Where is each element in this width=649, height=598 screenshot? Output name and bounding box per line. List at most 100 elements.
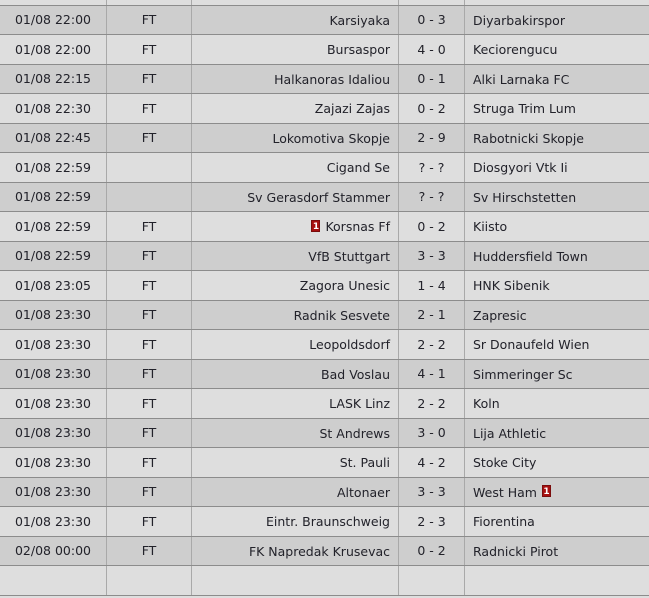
table-row[interactable]: 01/08 22:15 FT Halkanoras Idaliou 0 - 1 Alki… (0, 63, 649, 94)
home-team[interactable]: Karsiyaka (191, 4, 399, 35)
table-row[interactable]: 01/08 22:59 FT 1 Korsnas Ff 0 - 2 Kiisto (0, 211, 649, 242)
home-team-label: Lokomotiva Skopje (272, 130, 390, 146)
match-time: 01/08 23:30 (0, 358, 107, 389)
table-row[interactable]: 01/08 23:30 FT St. Pauli 4 - 2 Stoke City (0, 447, 649, 478)
away-team[interactable]: Stoke City (464, 447, 649, 478)
red-card-icon: 1 (541, 485, 551, 498)
home-team[interactable]: Halkanoras Idaliou (191, 63, 399, 94)
match-score[interactable]: 4 - 1 (398, 358, 465, 389)
table-row[interactable]: 01/08 22:45 FT Lokomotiva Skopje 2 - 9 Rabot… (0, 122, 649, 153)
match-time (0, 565, 107, 596)
match-time: 01/08 23:30 (0, 417, 107, 448)
away-team[interactable]: Rabotnicki Skopje (464, 122, 649, 153)
match-score[interactable]: 4 - 0 (398, 34, 465, 65)
home-team[interactable]: Radnik Sesvete (191, 299, 399, 330)
match-status (106, 152, 192, 183)
match-score[interactable]: 3 - 3 (398, 476, 465, 507)
away-team-label: Alki Larnaka FC (473, 71, 570, 87)
table-row[interactable]: 01/08 23:30 FT LASK Linz 2 - 2 Koln (0, 388, 649, 419)
home-team-label: St Andrews (319, 425, 390, 441)
away-team[interactable]: Sr Donaufeld Wien (464, 329, 649, 360)
home-team[interactable]: Pescara (191, 0, 399, 6)
match-time: 01/08 23:30 (0, 506, 107, 537)
home-team[interactable]: 1 Korsnas Ff (191, 211, 399, 242)
table-row[interactable]: 01/08 23:30 FT Bad Voslau 4 - 1 Simmeringer … (0, 358, 649, 389)
home-team[interactable]: Lokomotiva Skopje (191, 122, 399, 153)
home-team[interactable]: Altonaer (191, 476, 399, 507)
match-score[interactable]: 2 - 2 (398, 329, 465, 360)
match-time: 01/08 23:30 (0, 329, 107, 360)
away-team[interactable]: Zapresic (464, 299, 649, 330)
table-row[interactable]: 01/08 22:00 FT Bursaspor 4 - 0 Keciorengucu (0, 34, 649, 65)
home-team-label: St. Pauli (339, 455, 390, 471)
away-team-label: Sv Hirschstetten (473, 189, 577, 205)
home-team[interactable]: Sv Gerasdorf Stammer (191, 181, 399, 212)
away-team[interactable]: Lija Athletic (464, 417, 649, 448)
away-team[interactable]: HNK Sibenik (464, 270, 649, 301)
table-row[interactable]: 01/08 22:59 Cigand Se ? - ? Diosgyori Vtk I… (0, 152, 649, 183)
away-team[interactable]: Keciorengucu (464, 34, 649, 65)
home-team[interactable]: Zajazi Zajas (191, 93, 399, 124)
table-row[interactable]: 01/08 23:30 FT Leopoldsdorf 2 - 2 Sr Donaufe… (0, 329, 649, 360)
match-score[interactable]: 0 - 1 (398, 63, 465, 94)
away-team[interactable]: As Andria Bat (464, 0, 649, 6)
table-row[interactable] (0, 565, 649, 596)
match-score[interactable] (398, 565, 465, 596)
home-team[interactable]: Zagora Unesic (191, 270, 399, 301)
away-team[interactable] (464, 565, 649, 596)
away-team[interactable]: West Ham 1 (464, 476, 649, 507)
home-team-label: Korsnas Ff (325, 219, 390, 235)
home-team[interactable]: LASK Linz (191, 388, 399, 419)
away-team[interactable]: Kiisto (464, 211, 649, 242)
table-row[interactable]: 01/08 23:30 FT Radnik Sesvete 2 - 1 Zapresic (0, 299, 649, 330)
match-score[interactable]: 3 - 0 (398, 417, 465, 448)
table-row[interactable]: 01/08 23:30 FT Altonaer 3 - 3 West Ham 1 (0, 476, 649, 507)
home-team[interactable] (191, 565, 399, 596)
home-team[interactable]: Bad Voslau (191, 358, 399, 389)
home-team[interactable]: FK Napredak Krusevac (191, 535, 399, 566)
match-score[interactable]: 3 - 1 (398, 0, 465, 6)
match-score[interactable]: 0 - 3 (398, 4, 465, 35)
match-score[interactable]: 1 - 4 (398, 270, 465, 301)
match-score[interactable]: 2 - 9 (398, 122, 465, 153)
away-team[interactable]: Radnicki Pirot (464, 535, 649, 566)
match-score[interactable]: 4 - 2 (398, 447, 465, 478)
match-score[interactable]: 3 - 3 (398, 240, 465, 271)
table-row[interactable]: 01/08 23:30 FT St Andrews 3 - 0 Lija Athleti… (0, 417, 649, 448)
home-team[interactable]: Cigand Se (191, 152, 399, 183)
match-score[interactable]: ? - ? (398, 152, 465, 183)
away-team[interactable]: Simmeringer Sc (464, 358, 649, 389)
away-team[interactable]: Koln (464, 388, 649, 419)
table-row[interactable]: 02/08 00:00 FT FK Napredak Krusevac 0 - 2 Ra… (0, 535, 649, 566)
table-row[interactable]: 01/08 22:59 FT VfB Stuttgart 3 - 3 Huddersfi… (0, 240, 649, 271)
home-team[interactable]: St. Pauli (191, 447, 399, 478)
table-row[interactable]: 01/08 23:05 FT Zagora Unesic 1 - 4 HNK Siben… (0, 270, 649, 301)
table-row[interactable]: 01/08 22:00 FT Karsiyaka 0 - 3 Diyarbakirspo… (0, 4, 649, 35)
match-status: FT (106, 240, 192, 271)
away-team[interactable]: Struga Trim Lum (464, 93, 649, 124)
away-team[interactable]: Diosgyori Vtk Ii (464, 152, 649, 183)
red-card-icon: 1 (311, 219, 321, 232)
table-row[interactable]: 01/08 22:30 FT Zajazi Zajas 0 - 2 Struga Tri… (0, 93, 649, 124)
home-team[interactable]: Bursaspor (191, 34, 399, 65)
match-score[interactable]: 0 - 2 (398, 211, 465, 242)
away-team-label: Sr Donaufeld Wien (473, 337, 590, 353)
match-score[interactable]: 2 - 3 (398, 506, 465, 537)
away-team[interactable]: Diyarbakirspor (464, 4, 649, 35)
table-row[interactable]: 01/08 22:59 Sv Gerasdorf Stammer ? - ? Sv H… (0, 181, 649, 212)
match-score[interactable]: 0 - 2 (398, 93, 465, 124)
table-row[interactable]: 01/08 23:30 FT Eintr. Braunschweig 2 - 3 Fio… (0, 506, 649, 537)
table-row[interactable]: 01/08 22:00FTPescara3 - 1As Andria Bat (0, 0, 649, 6)
home-team[interactable]: Eintr. Braunschweig (191, 506, 399, 537)
match-score[interactable]: 0 - 2 (398, 535, 465, 566)
match-score[interactable]: ? - ? (398, 181, 465, 212)
away-team[interactable]: Sv Hirschstetten (464, 181, 649, 212)
match-score[interactable]: 2 - 1 (398, 299, 465, 330)
home-team[interactable]: Leopoldsdorf (191, 329, 399, 360)
away-team[interactable]: Huddersfield Town (464, 240, 649, 271)
match-score[interactable]: 2 - 2 (398, 388, 465, 419)
home-team[interactable]: St Andrews (191, 417, 399, 448)
away-team[interactable]: Fiorentina (464, 506, 649, 537)
away-team[interactable]: Alki Larnaka FC (464, 63, 649, 94)
home-team[interactable]: VfB Stuttgart (191, 240, 399, 271)
